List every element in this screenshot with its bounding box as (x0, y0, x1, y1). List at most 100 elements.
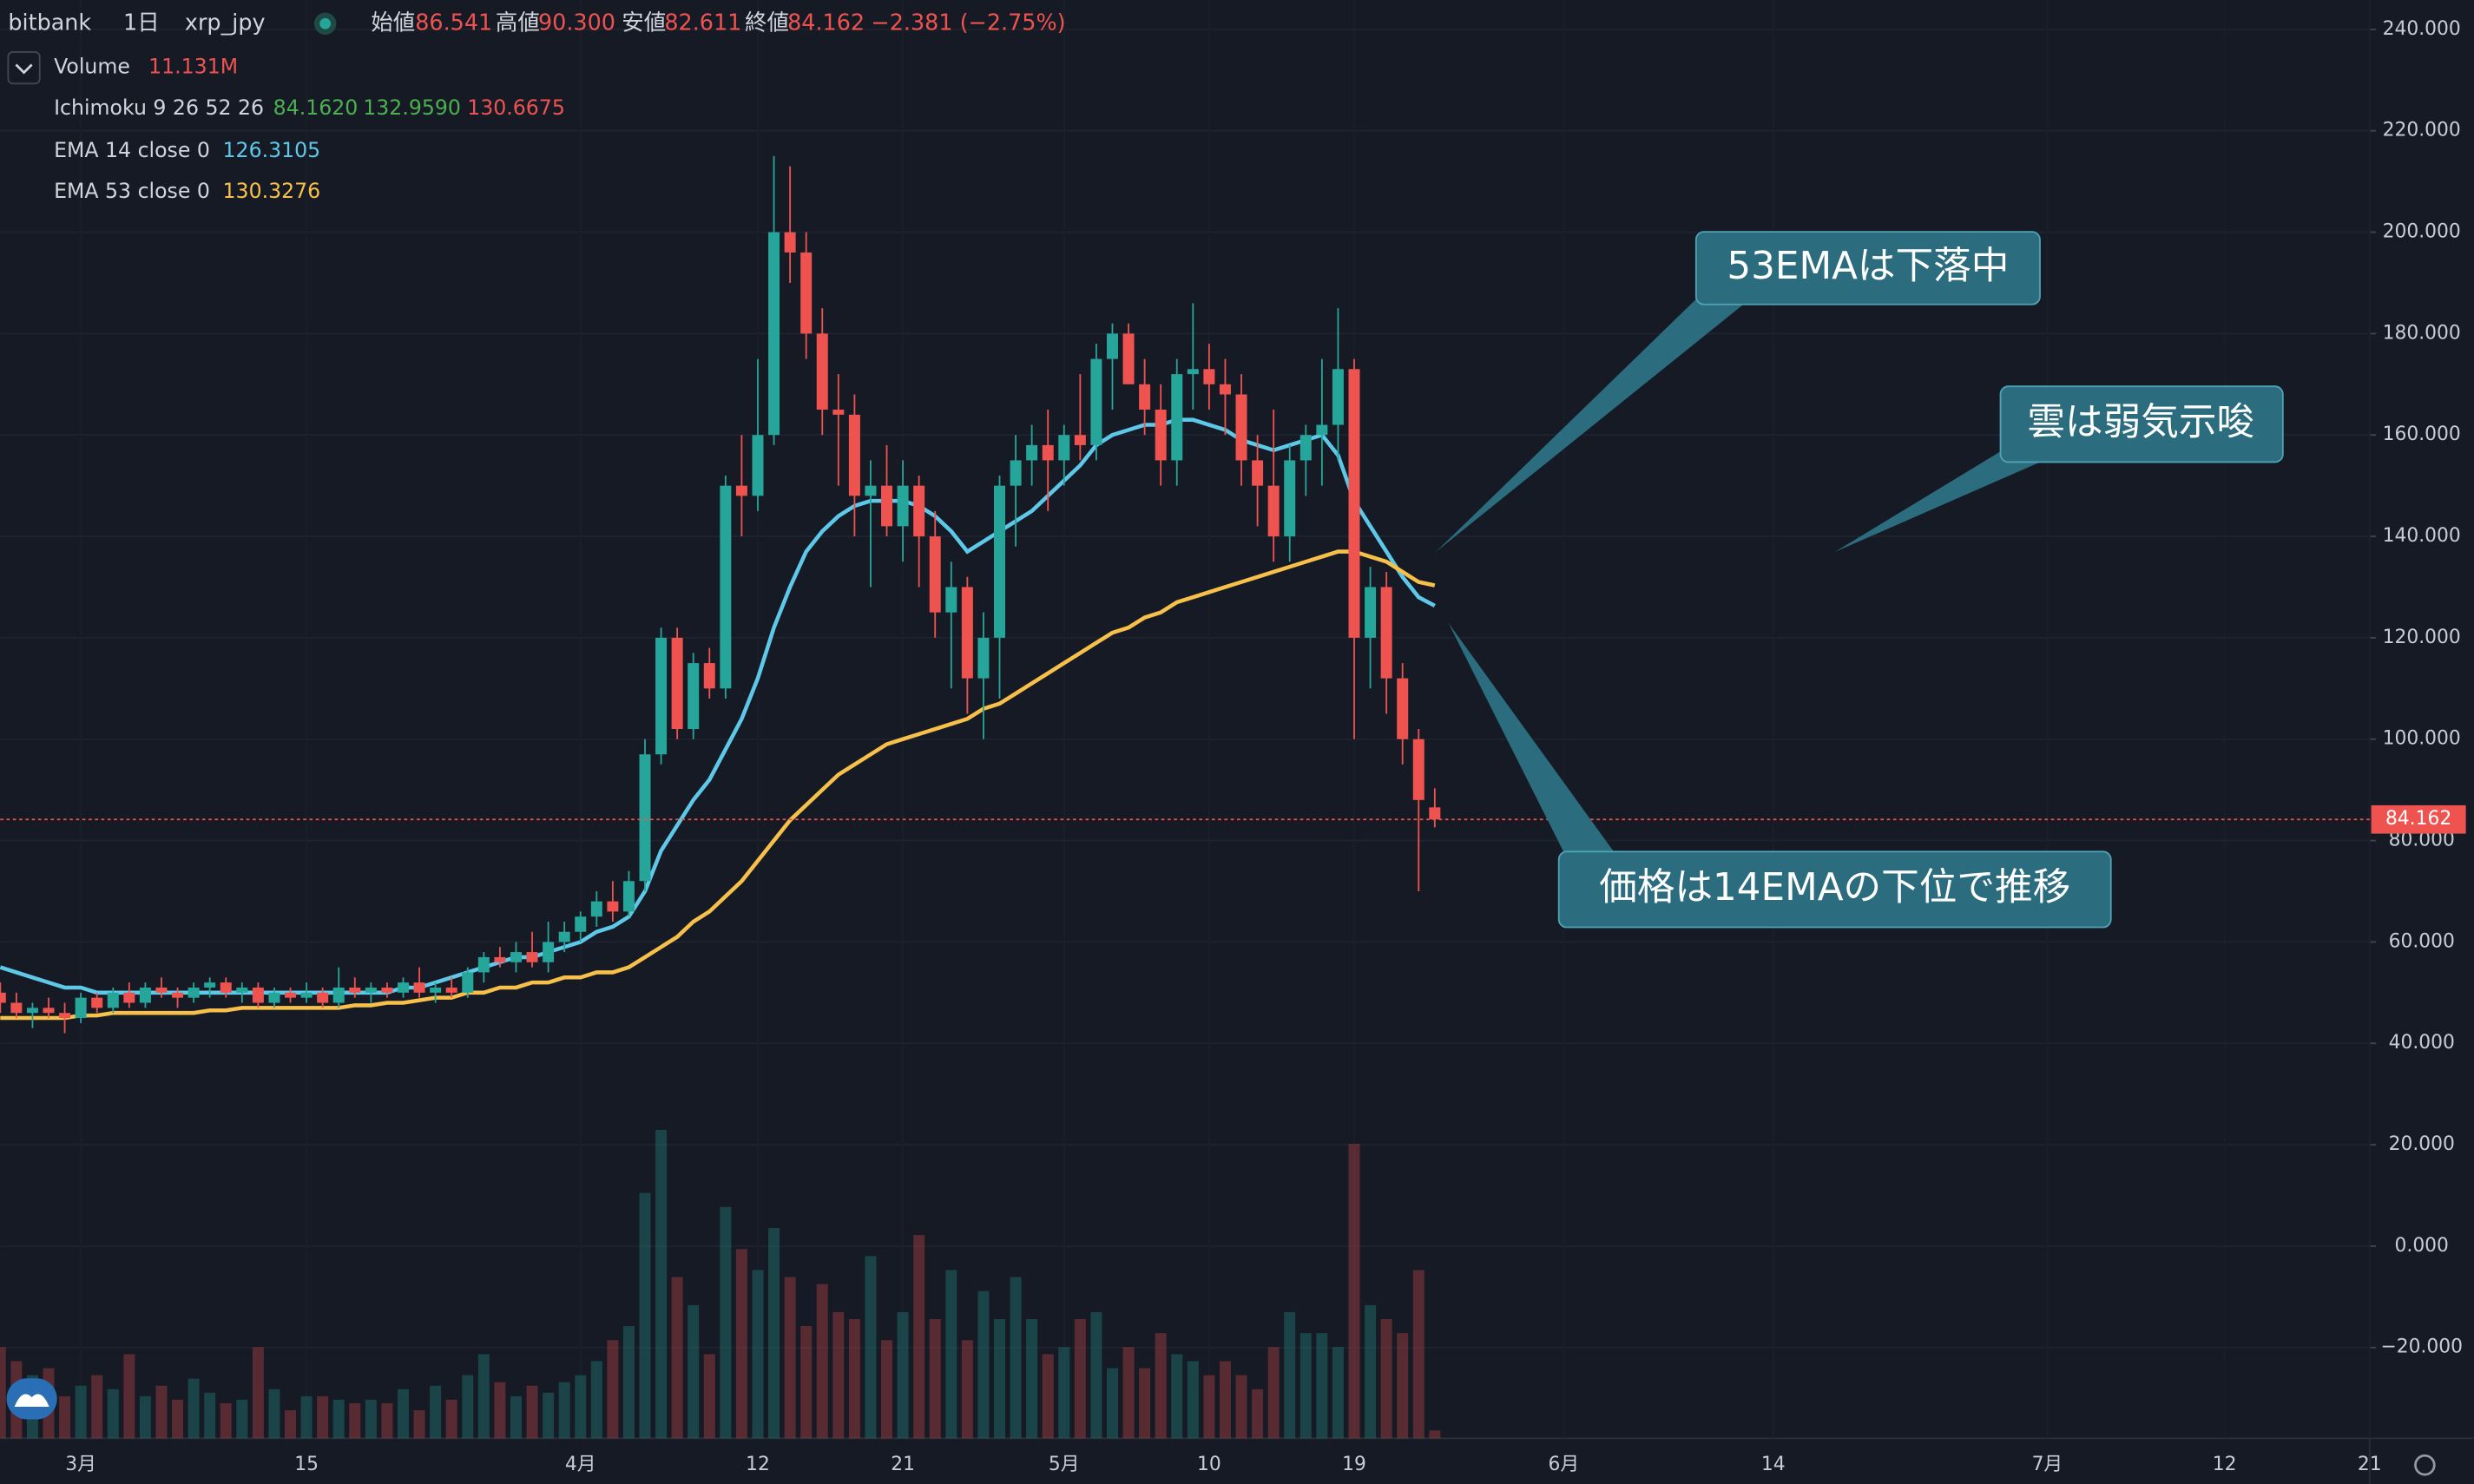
volume-bar (365, 1399, 377, 1439)
volume-bar (1429, 1430, 1441, 1439)
volume-bar (188, 1378, 200, 1439)
candle-body (26, 1008, 38, 1014)
ichimoku-legend: Ichimoku 9 26 52 26 (54, 95, 264, 120)
volume-bar (349, 1402, 361, 1439)
y-tick-label: 160.000 (2383, 424, 2461, 445)
volume-bar (1365, 1304, 1377, 1439)
y-tick-label: 100.000 (2383, 728, 2461, 750)
logo-icon (14, 1394, 49, 1407)
collapse-button[interactable] (7, 51, 41, 85)
candle-body (526, 952, 538, 962)
candle-body (881, 485, 893, 527)
candle-body (204, 982, 216, 988)
candle-body (139, 987, 151, 1003)
settings-icon[interactable] (2414, 1454, 2436, 1476)
candle-body (865, 485, 877, 496)
candle-body (1074, 435, 1086, 445)
symbol: xrp_jpy (185, 9, 266, 35)
candle-body (1171, 374, 1183, 461)
candle-body (268, 992, 280, 1003)
volume-bar (413, 1409, 425, 1439)
y-tick-label: 220.000 (2383, 120, 2461, 141)
volume-bar (397, 1389, 409, 1439)
volume-bar (832, 1311, 845, 1439)
candle-body (655, 637, 668, 755)
status-dot (319, 17, 332, 30)
candle-body (0, 992, 6, 1003)
volume-bar (75, 1385, 87, 1439)
candle-body (1187, 369, 1199, 375)
volume-bar (445, 1399, 457, 1439)
ema53-legend-value: 130.3276 (223, 179, 321, 203)
candle-body (784, 232, 796, 253)
volume-bar (1139, 1368, 1151, 1439)
candle-body (188, 987, 200, 998)
x-tick-label: 15 (294, 1454, 319, 1475)
volume-bar (1026, 1319, 1038, 1439)
candle-body (1429, 807, 1441, 820)
y-tick-label: 200.000 (2383, 221, 2461, 243)
candle-body (1219, 384, 1231, 395)
volume-bar (961, 1340, 973, 1439)
candle-body (236, 987, 248, 993)
ichimoku-value: 130.6675 (467, 95, 565, 120)
candle-body (575, 916, 587, 932)
volume-bar (332, 1399, 345, 1439)
ema53-legend: EMA 53 close 0 (54, 179, 210, 203)
candle-body (735, 485, 747, 496)
open-label: 始値 (371, 9, 415, 35)
candle-body (10, 1002, 23, 1014)
candle-body (332, 987, 345, 1003)
candle-body (123, 992, 135, 1003)
candle-body (768, 232, 780, 436)
annotation: 53EMAは下落中 (1727, 245, 2009, 288)
volume-bar (300, 1395, 313, 1439)
volume-bar (590, 1361, 602, 1439)
candle-body (413, 982, 425, 993)
volume-bar (268, 1389, 280, 1439)
candle-body (1235, 394, 1247, 461)
volume-bar (526, 1385, 538, 1439)
volume-bar (558, 1382, 570, 1439)
volume-bar (848, 1319, 860, 1439)
candle-body (671, 637, 683, 730)
volume-bar (688, 1304, 700, 1439)
volume-bar (639, 1192, 651, 1439)
volume-bar (236, 1399, 248, 1439)
ema14-legend: EMA 14 close 0 (54, 138, 210, 162)
candle-body (703, 663, 715, 689)
volume-bar (897, 1311, 909, 1439)
volume-bar (655, 1129, 668, 1439)
x-tick-label: 7月 (2032, 1454, 2063, 1475)
candle-body (285, 992, 297, 998)
callout (1694, 231, 2041, 305)
x-tick-label: 14 (1761, 1454, 1786, 1475)
volume-legend-value: 11.131M (148, 55, 238, 79)
callout-pointer (1834, 444, 2051, 553)
candle-body (590, 901, 602, 917)
volume-bar (462, 1375, 474, 1439)
candle-body (155, 987, 168, 993)
ema-line (0, 549, 1436, 1021)
volume-bar (945, 1270, 957, 1439)
candle-body (445, 987, 457, 993)
volume-bar (1155, 1333, 1167, 1439)
candle-body (897, 485, 909, 527)
exchange: bitbank (8, 9, 91, 35)
y-tick-label: 60.000 (2389, 930, 2455, 952)
candle-body (994, 485, 1006, 638)
volume-bar (622, 1326, 635, 1439)
volume-bar (0, 1347, 6, 1439)
candle-body (1332, 369, 1344, 425)
candle-body (832, 410, 845, 415)
x-tick-label: 5月 (1049, 1454, 1080, 1475)
candle-body (929, 536, 941, 613)
volume-bar (735, 1249, 747, 1439)
candle-body (1026, 444, 1038, 461)
open-value: 86.541 (415, 9, 492, 35)
x-tick-label: 10 (1197, 1454, 1221, 1475)
candle-body (1412, 739, 1425, 800)
candle-body (622, 881, 635, 912)
volume-bar (1106, 1368, 1118, 1439)
